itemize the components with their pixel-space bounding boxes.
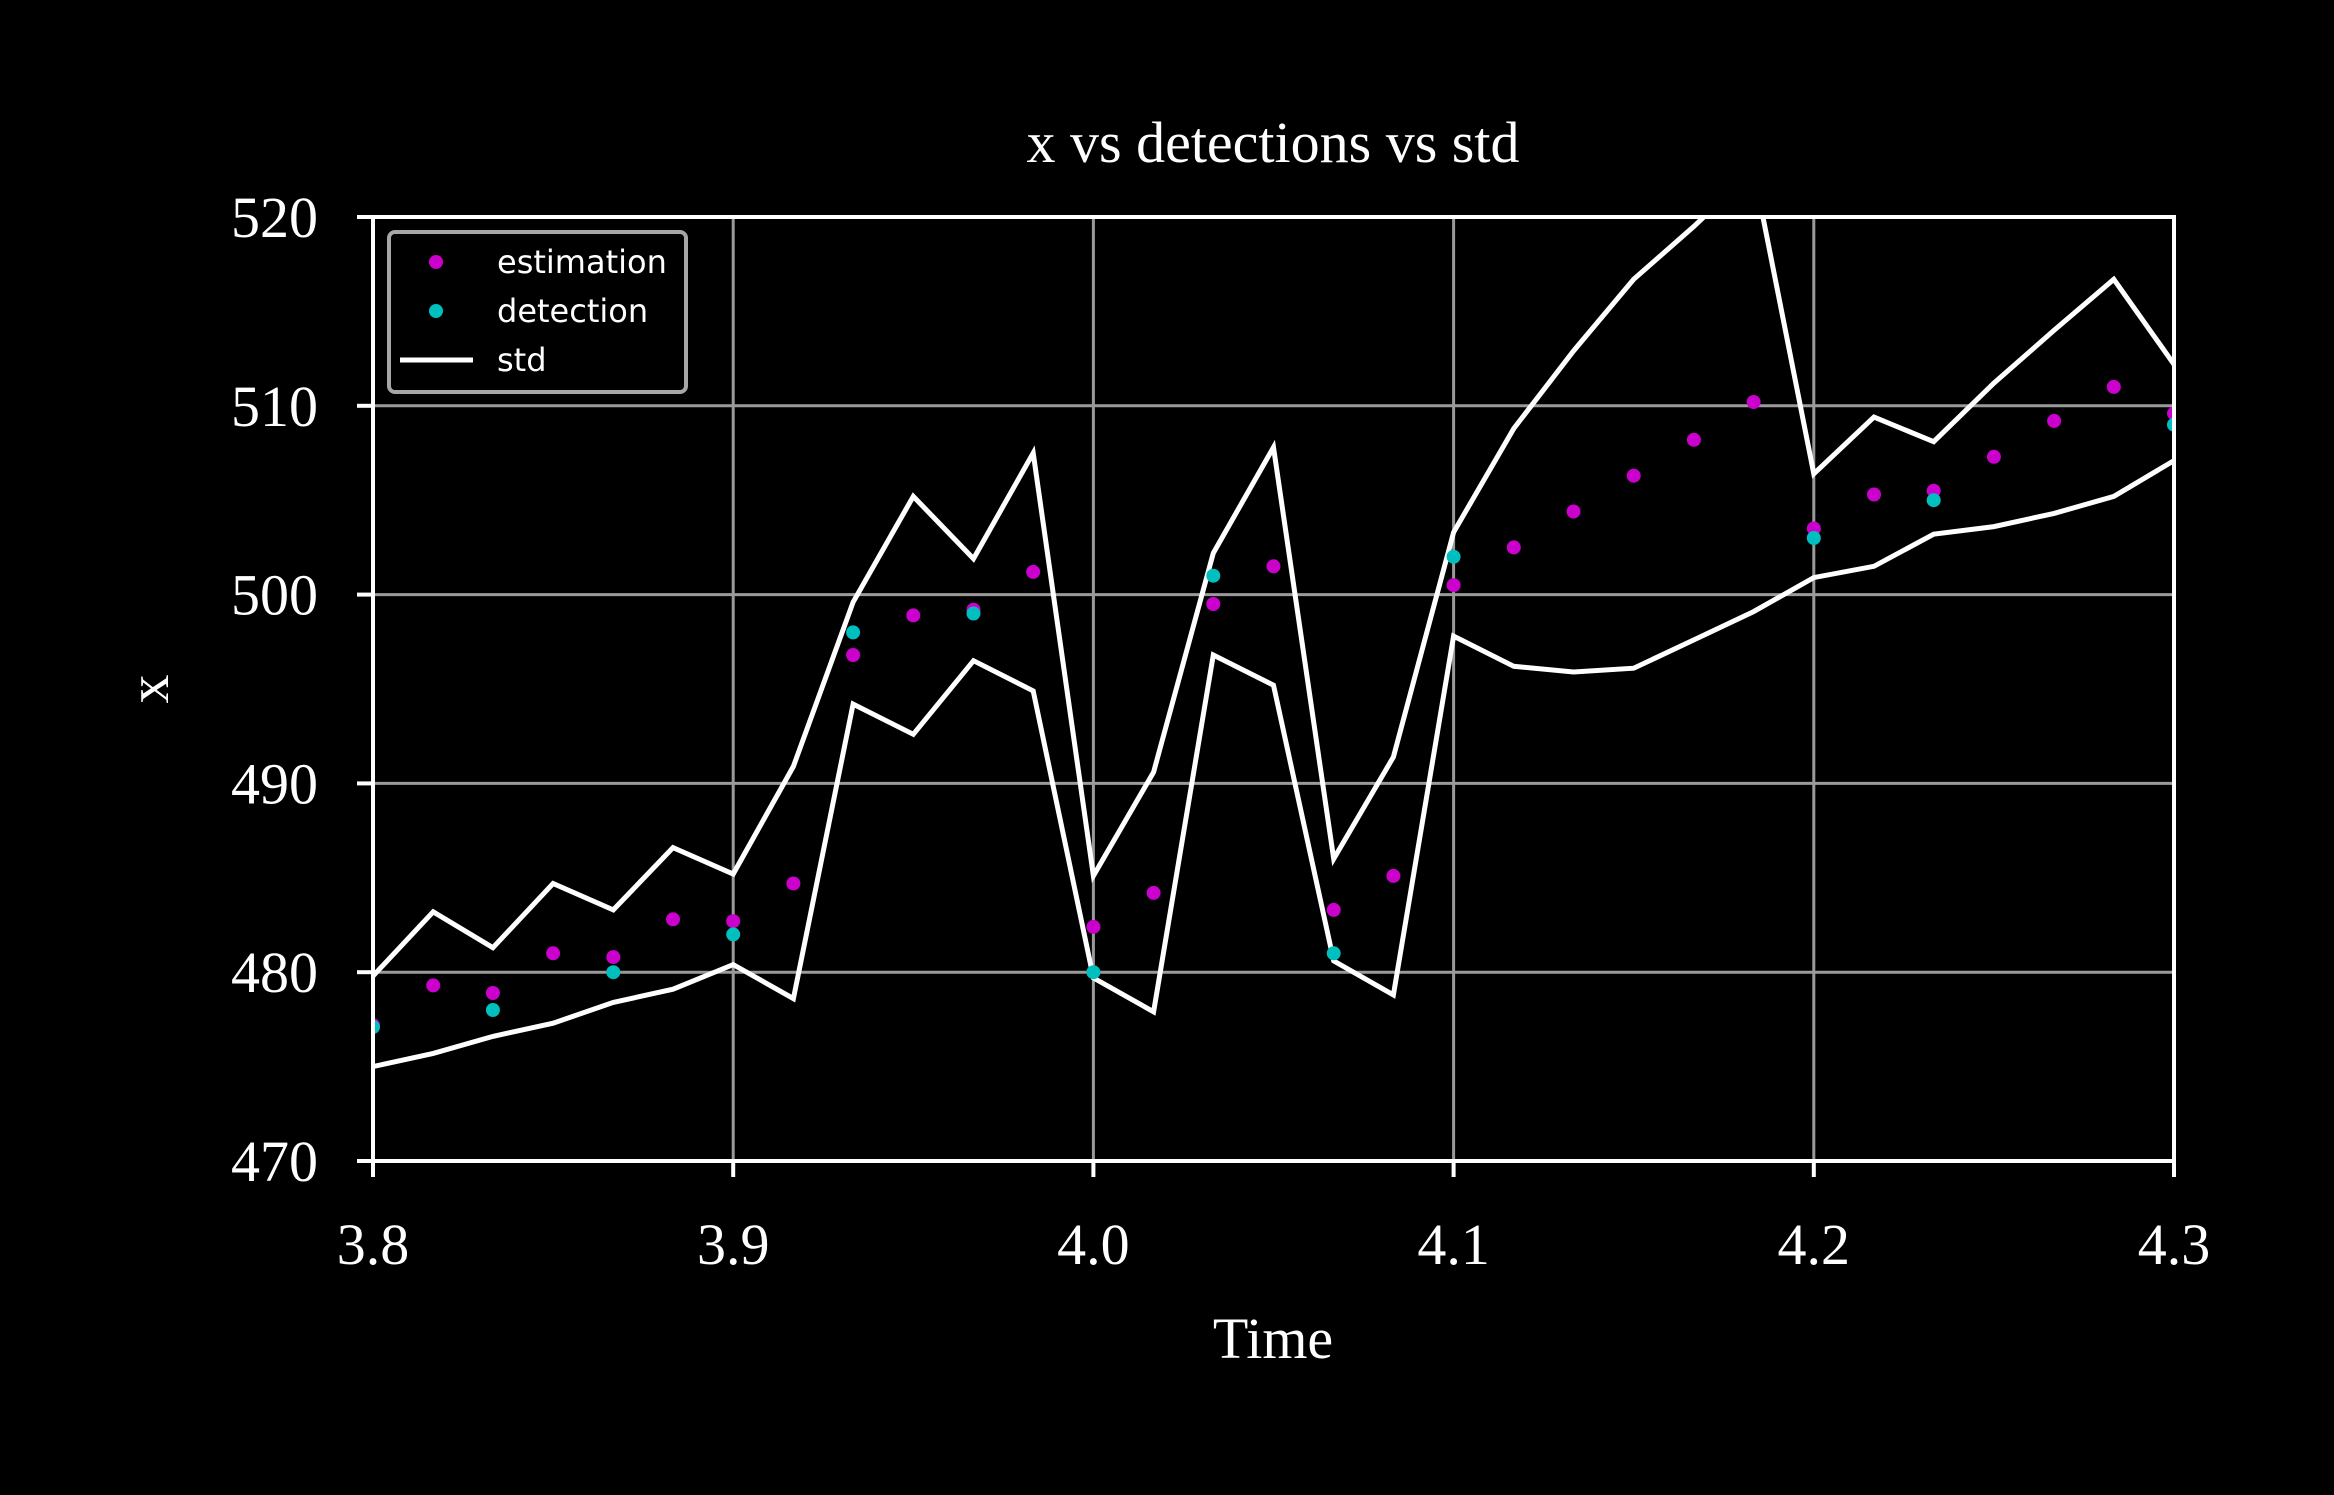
- point-estimation: [606, 950, 621, 965]
- legend-marker-estimation: [429, 255, 443, 269]
- legend: estimation detection std: [387, 230, 688, 394]
- point-estimation: [1386, 868, 1401, 883]
- point-detection: [1326, 946, 1341, 961]
- x-tick-label: 4.1: [1417, 1212, 1490, 1277]
- point-estimation: [1086, 919, 1101, 934]
- point-estimation: [786, 876, 801, 891]
- point-detection: [1926, 493, 1941, 508]
- legend-label-std: std: [497, 341, 547, 379]
- point-detection: [1086, 965, 1101, 980]
- y-tick-label: 500: [231, 563, 318, 628]
- x-tick-label: 4.2: [1778, 1212, 1851, 1277]
- point-detection: [966, 606, 981, 621]
- point-detection: [485, 1003, 500, 1017]
- point-estimation: [1326, 902, 1341, 917]
- x-tick-label: 3.8: [337, 1212, 410, 1277]
- chart-title: x vs detections vs std: [1027, 110, 1520, 175]
- point-detection: [1806, 531, 1821, 545]
- legend-marker-detection: [429, 304, 443, 318]
- plot-frame: [371, 215, 2176, 1163]
- point-detection: [606, 965, 621, 980]
- y-tick-label: 520: [231, 185, 318, 250]
- legend-label-estimation: estimation: [497, 243, 667, 281]
- ticks: 3.8 3.9 4.0 4.1 4.2 4.3 470 480 490 500 510 520: [231, 185, 2210, 1277]
- point-estimation: [666, 912, 680, 927]
- point-estimation: [2047, 413, 2062, 428]
- point-estimation: [1986, 449, 2001, 464]
- point-estimation: [1146, 885, 1161, 900]
- y-tick-label: 510: [231, 374, 318, 439]
- point-estimation: [1566, 504, 1581, 519]
- point-estimation: [426, 978, 441, 993]
- point-estimation: [1746, 395, 1761, 409]
- point-estimation: [546, 946, 561, 961]
- point-detection: [1206, 568, 1221, 583]
- point-estimation: [1266, 559, 1281, 574]
- point-estimation: [485, 986, 500, 1000]
- point-estimation: [846, 648, 861, 662]
- series-line-std-3: [373, 458, 2174, 1070]
- x-tick-label: 3.9: [697, 1212, 770, 1277]
- point-estimation: [1026, 564, 1041, 579]
- y-tick-label: 480: [231, 940, 318, 1005]
- point-estimation: [1446, 578, 1461, 593]
- x-tick-label: 4.0: [1057, 1212, 1130, 1277]
- point-detection: [846, 625, 861, 640]
- y-tick-label: 470: [231, 1129, 318, 1194]
- series-layer: [373, 217, 2174, 1070]
- point-estimation: [1626, 468, 1641, 483]
- x-tick-label: 4.3: [2138, 1212, 2211, 1277]
- point-estimation: [1867, 487, 1881, 502]
- point-estimation: [1506, 540, 1521, 555]
- point-estimation: [2106, 379, 2121, 394]
- y-tick-label: 490: [231, 751, 318, 816]
- legend-label-detection: detection: [497, 292, 648, 330]
- point-estimation: [906, 608, 921, 623]
- y-axis-label: x: [116, 675, 181, 704]
- x-axis-label: Time: [1213, 1306, 1333, 1371]
- point-estimation: [1686, 432, 1701, 447]
- point-estimation: [726, 914, 741, 929]
- series-line-std-2: [373, 217, 2174, 978]
- point-detection: [726, 927, 741, 942]
- point-detection: [1446, 549, 1461, 564]
- point-estimation: [1206, 597, 1221, 611]
- legend-box: [387, 230, 688, 394]
